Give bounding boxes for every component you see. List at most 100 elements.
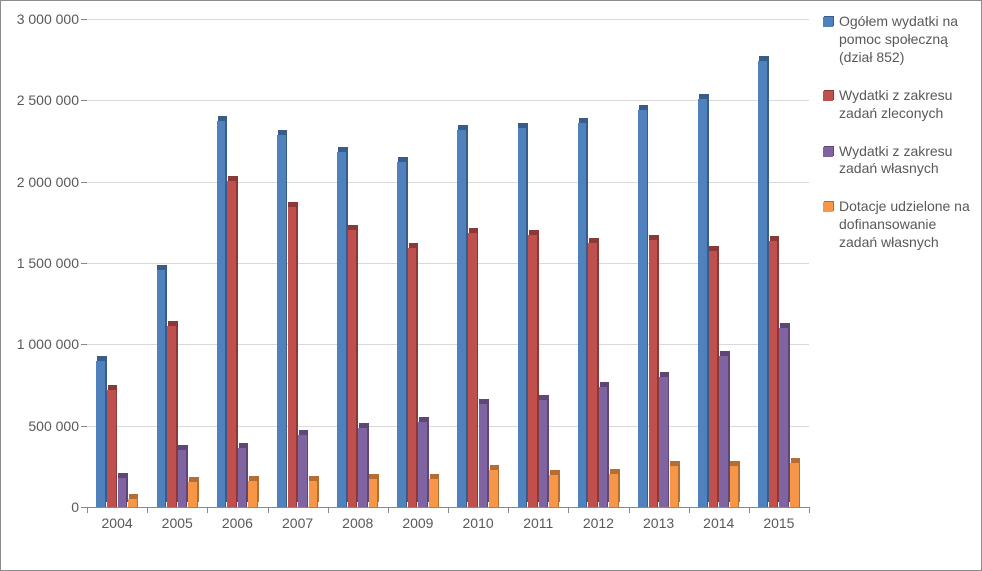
bar [298,435,308,507]
bar [758,61,768,507]
x-tick-label: 2013 [643,515,674,531]
bar [408,248,418,507]
x-tick-mark [268,507,269,513]
y-tick-label: 0 [71,499,79,515]
legend-swatch [823,17,833,27]
x-tick-mark [388,507,389,513]
x-tick-label: 2008 [342,515,373,531]
bar [670,466,680,507]
bar [418,422,428,507]
x-tick-label: 2015 [763,515,794,531]
bar [698,99,708,507]
bar [337,152,347,507]
bar [638,110,648,507]
bar-cluster [388,19,448,507]
bar [730,466,740,507]
chart-container: 0500 0001 000 0001 500 0002 000 0002 500… [0,0,982,571]
bar [107,390,117,507]
bar [288,207,298,507]
bar [468,233,478,507]
bar-cluster [328,19,388,507]
bar [779,328,789,507]
bar [429,479,439,507]
bar [227,181,237,507]
bar [457,130,467,507]
x-tick-mark [448,507,449,513]
bar [358,428,368,507]
bar [609,474,619,507]
x-tick-label: 2011 [523,515,553,531]
x-tick-label: 2005 [162,515,193,531]
bar [217,121,227,507]
y-tick-label: 2 500 000 [17,92,79,108]
y-tick-label: 1 000 000 [17,336,79,352]
legend-label: Dotacje udzielone na dofinansowanie zada… [839,198,973,252]
legend-item: Wydatki z zakresu zadań własnych [823,143,973,179]
legend-item: Ogółem wydatki na pomoc społeczną (dział… [823,13,973,67]
bar [659,377,669,507]
x-tick-mark [87,507,88,513]
legend-swatch [823,202,833,212]
bar-cluster [629,19,689,507]
x-tick-mark [809,507,810,513]
x-tick-label: 2014 [703,515,734,531]
legend-item: Wydatki z zakresu zadań zleconych [823,87,973,123]
legend-label: Wydatki z zakresu zadań własnych [839,143,973,179]
bar [369,479,379,507]
x-tick-label: 2012 [583,515,614,531]
legend-item: Dotacje udzielone na dofinansowanie zada… [823,198,973,252]
x-tick-mark [328,507,329,513]
x-tick-mark [568,507,569,513]
bar [118,478,128,507]
bar-cluster [207,19,267,507]
bar [248,481,258,507]
bar [238,448,248,507]
legend-label: Wydatki z zakresu zadań zleconych [839,87,973,123]
bar [167,326,177,507]
bar [599,387,609,507]
bar [277,135,287,508]
bar [790,463,800,507]
x-tick-label: 2006 [222,515,253,531]
bar [188,482,198,507]
bar-cluster [87,19,147,507]
legend: Ogółem wydatki na pomoc społeczną (dział… [823,13,973,272]
legend-swatch [823,147,833,157]
bar [157,270,167,507]
legend-swatch [823,91,833,101]
bar [649,240,659,507]
plot-area: 0500 0001 000 0001 500 0002 000 0002 500… [87,19,809,508]
x-tick-mark [207,507,208,513]
x-tick-label: 2004 [102,515,133,531]
x-tick-label: 2009 [402,515,433,531]
bar-cluster [147,19,207,507]
x-tick-mark [147,507,148,513]
bar [549,475,559,507]
x-tick-mark [508,507,509,513]
bar [178,450,188,507]
bar [309,481,319,507]
bar [528,235,538,507]
bar [489,470,499,507]
x-tick-mark [749,507,750,513]
bar [96,361,106,507]
bar [709,251,719,507]
bar [479,404,489,507]
y-tick-label: 1 500 000 [17,255,79,271]
chart-stage: 0500 0001 000 0001 500 0002 000 0002 500… [9,5,973,566]
bar [578,123,588,507]
bar-cluster [689,19,749,507]
bar [397,162,407,507]
bar [128,499,138,507]
bar [539,400,549,507]
plot-wrap: 0500 0001 000 0001 500 0002 000 0002 500… [9,5,809,566]
bar [769,241,779,507]
bar-cluster [568,19,628,507]
x-tick-label: 2007 [282,515,313,531]
x-tick-mark [689,507,690,513]
bar [719,356,729,507]
bar-cluster [749,19,809,507]
x-tick-label: 2010 [463,515,494,531]
bar [518,128,528,507]
legend-label: Ogółem wydatki na pomoc społeczną (dział… [839,13,973,67]
